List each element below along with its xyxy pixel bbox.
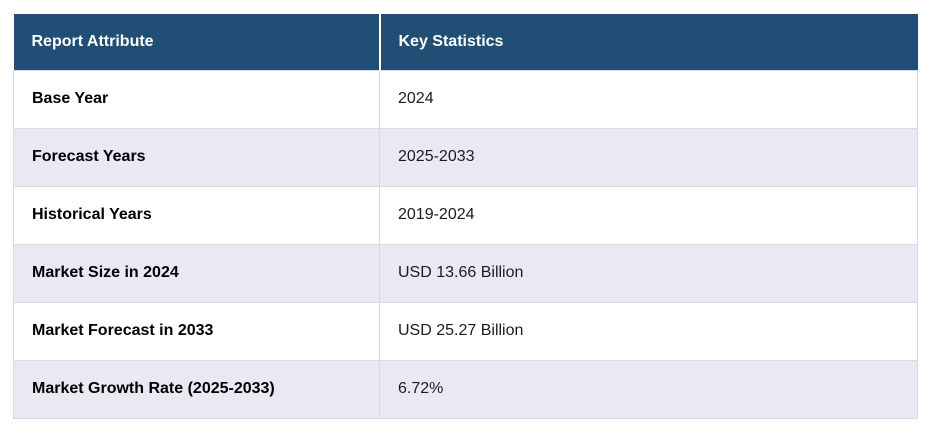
table-body: Base Year 2024 Forecast Years 2025-2033 … [13,69,918,419]
table-row-market-forecast: Market Forecast in 2033 USD 25.27 Billio… [13,301,918,361]
attribute-cell: Forecast Years [13,127,380,187]
report-statistics-table-container: Report Attribute Key Statistics Base Yea… [13,14,918,419]
value-cell: 2024 [379,69,918,129]
value-cell: 2019-2024 [379,185,918,245]
report-statistics-table: Report Attribute Key Statistics Base Yea… [13,14,918,419]
attribute-cell: Market Growth Rate (2025-2033) [13,359,380,419]
column-header-report-attribute: Report Attribute [13,14,381,70]
table-row-historical-years: Historical Years 2019-2024 [13,185,918,245]
header-row: Report Attribute Key Statistics [13,14,918,70]
value-cell: 2025-2033 [379,127,918,187]
value-cell: 6.72% [379,359,918,419]
column-header-key-statistics: Key Statistics [379,14,918,70]
table-row-growth-rate: Market Growth Rate (2025-2033) 6.72% [13,359,918,419]
attribute-cell: Market Size in 2024 [13,243,380,303]
attribute-cell: Base Year [13,69,380,129]
table-row-market-size: Market Size in 2024 USD 13.66 Billion [13,243,918,303]
value-cell: USD 25.27 Billion [379,301,918,361]
table-header: Report Attribute Key Statistics [13,14,918,70]
attribute-cell: Historical Years [13,185,380,245]
table-row-forecast-years: Forecast Years 2025-2033 [13,127,918,187]
attribute-cell: Market Forecast in 2033 [13,301,380,361]
value-cell: USD 13.66 Billion [379,243,918,303]
table-row-base-year: Base Year 2024 [13,69,918,129]
